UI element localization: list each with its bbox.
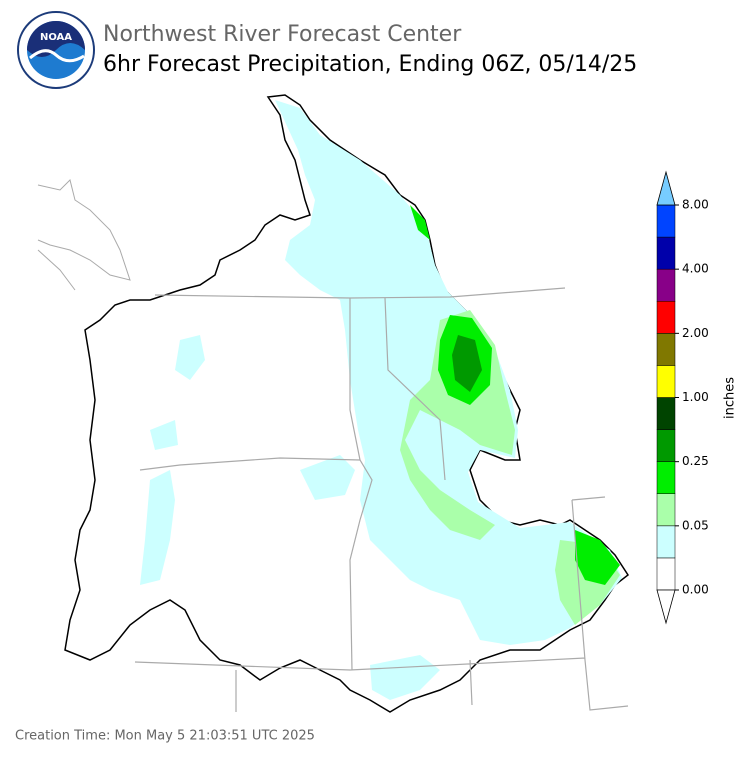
legend-tick-label: 1.00: [682, 390, 709, 404]
legend-swatch: [656, 301, 676, 334]
legend-label: inches: [723, 377, 738, 419]
legend-tick-label: 0.25: [682, 454, 709, 468]
legend-swatch: [656, 525, 676, 559]
map: [37, 94, 630, 713]
legend-swatch: [656, 204, 676, 238]
legend-swatch: [656, 365, 676, 398]
legend: 0.00 0.05 0.25 1.00 2.00 4.00 8.00: [656, 170, 709, 625]
legend-swatch: [656, 493, 676, 527]
legend-under: [656, 589, 676, 625]
legend-tick-label: 0.05: [682, 518, 709, 532]
legend-swatch: [656, 397, 676, 430]
legend-swatch: [656, 236, 676, 270]
logo-text: NOAA: [40, 32, 72, 43]
legend-swatch: [656, 268, 676, 302]
legend-tick-label: 4.00: [682, 262, 709, 276]
subtitle: 6hr Forecast Precipitation, Ending 06Z, …: [103, 52, 637, 77]
legend-tick-label: 2.00: [682, 326, 709, 340]
creation-time: Creation Time: Mon May 5 21:03:51 UTC 20…: [15, 729, 315, 744]
legend-swatch: [656, 429, 676, 462]
legend-tick-label: 8.00: [682, 198, 709, 212]
legend-swatch: [656, 557, 676, 591]
title: Northwest River Forecast Center: [103, 22, 462, 47]
legend-swatch: [656, 333, 676, 366]
logo: NOAA: [17, 11, 95, 89]
legend-swatch: [656, 461, 676, 494]
legend-over: [656, 170, 676, 206]
legend-tick-label: 0.00: [682, 583, 709, 597]
